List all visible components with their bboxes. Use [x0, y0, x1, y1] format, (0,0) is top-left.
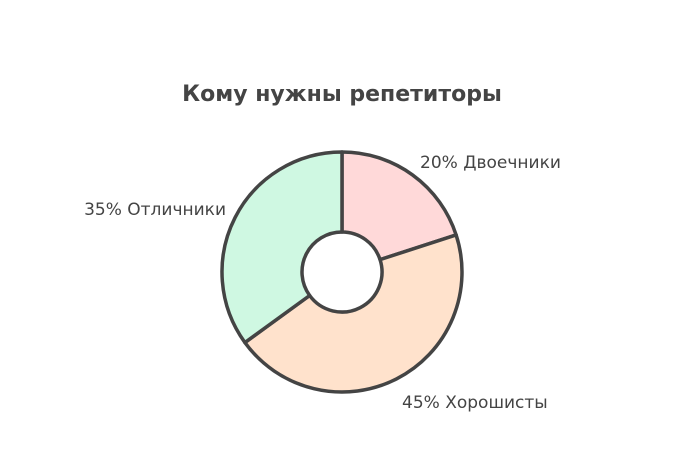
value-label: 35% — [84, 200, 122, 220]
category-label: Двоечники — [463, 153, 561, 173]
slice — [243, 233, 464, 394]
chart-title: Кому нужны репетиторы — [182, 82, 502, 107]
category-label: Отличники — [127, 200, 226, 220]
value-label: 45% — [402, 393, 440, 413]
slice-label: 45% Хорошисты — [402, 393, 548, 413]
slice-label: 20% Двоечники — [420, 153, 561, 173]
slice — [220, 150, 344, 345]
slice-label: 35% Отличники — [84, 200, 226, 220]
category-label: Хорошисты — [445, 393, 548, 413]
value-label: 20% — [420, 153, 458, 173]
slice — [340, 150, 458, 262]
